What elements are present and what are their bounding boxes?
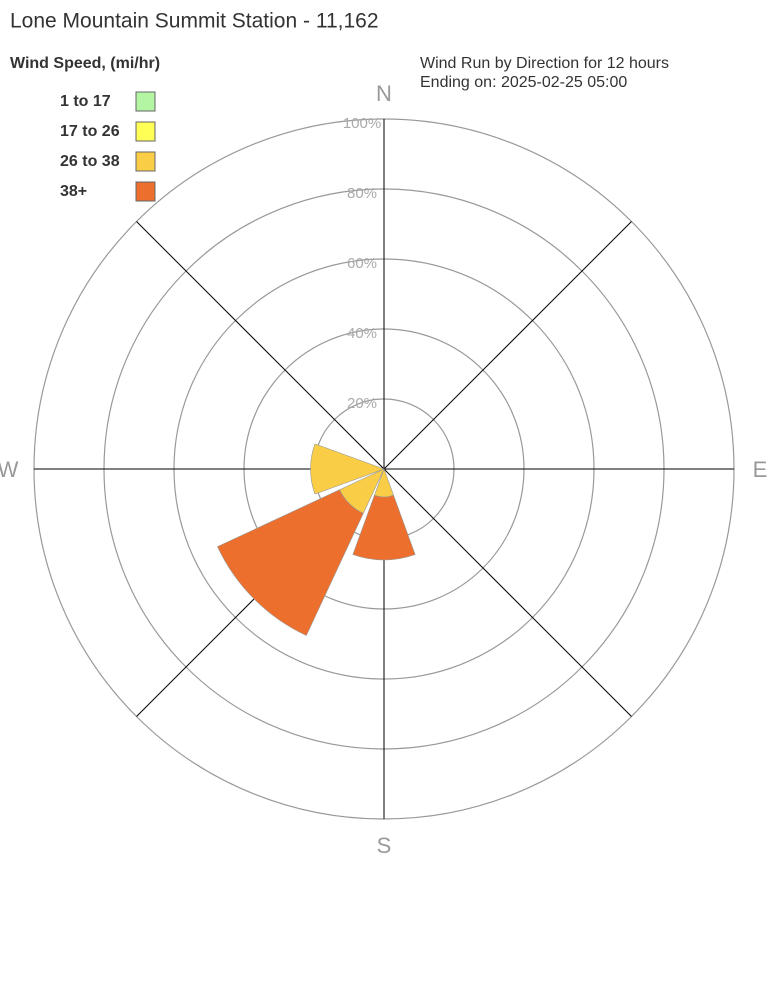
subtitle: Ending on: 2025-02-25 05:00 bbox=[420, 74, 627, 91]
ring-label: 20% bbox=[347, 395, 377, 412]
spoke bbox=[136, 221, 385, 470]
ring-label: 80% bbox=[347, 185, 377, 202]
legend-label: 38+ bbox=[60, 183, 87, 200]
direction-label: W bbox=[0, 457, 19, 482]
ring-label: 40% bbox=[347, 325, 377, 342]
legend-label: 1 to 17 bbox=[60, 93, 111, 110]
ring-label: 100% bbox=[343, 115, 381, 132]
legend-swatch bbox=[135, 121, 156, 142]
ring-label: 60% bbox=[347, 255, 377, 272]
wedge bbox=[217, 489, 364, 636]
spoke bbox=[383, 468, 632, 717]
chart-title: Lone Mountain Summit Station - 11,162 bbox=[10, 10, 379, 33]
legend-label: 17 to 26 bbox=[60, 123, 120, 140]
direction-label: E bbox=[753, 457, 768, 482]
legend-label: 26 to 38 bbox=[60, 153, 120, 170]
wedge bbox=[310, 443, 385, 495]
wedge bbox=[352, 494, 416, 561]
legend-swatch bbox=[135, 151, 156, 172]
legend-swatch bbox=[135, 91, 156, 112]
legend-swatch bbox=[135, 181, 156, 202]
subtitle: Wind Run by Direction for 12 hours bbox=[420, 55, 669, 72]
spoke bbox=[383, 221, 632, 470]
legend-title: Wind Speed, (mi/hr) bbox=[10, 55, 160, 72]
direction-label: S bbox=[377, 833, 392, 858]
direction-label: N bbox=[376, 81, 392, 106]
